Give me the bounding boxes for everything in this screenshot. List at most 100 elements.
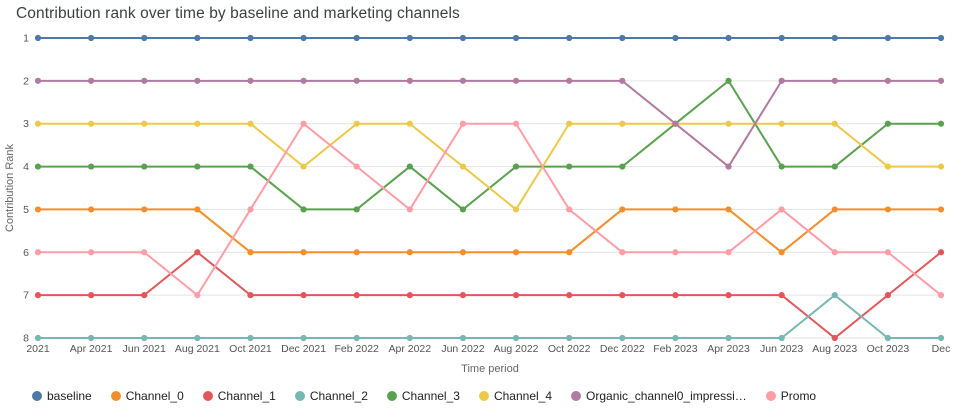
- data-point-promo[interactable]: [353, 163, 360, 170]
- data-point-channel_3[interactable]: [937, 120, 945, 127]
- data-point-channel_3[interactable]: [725, 77, 732, 84]
- data-point-channel_3[interactable]: [88, 163, 95, 170]
- data-point-channel_3[interactable]: [566, 163, 573, 170]
- data-point-organic_channel0_impressions[interactable]: [406, 77, 413, 84]
- data-point-channel_2[interactable]: [725, 334, 732, 342]
- data-point-channel_3[interactable]: [406, 163, 413, 170]
- legend-item-channel_4[interactable]: Channel_4: [478, 389, 552, 403]
- data-point-channel_4[interactable]: [34, 120, 42, 127]
- data-point-channel_0[interactable]: [300, 249, 307, 256]
- data-point-promo[interactable]: [34, 249, 42, 256]
- data-point-channel_0[interactable]: [778, 249, 785, 256]
- data-point-channel_3[interactable]: [619, 163, 626, 170]
- data-point-baseline[interactable]: [300, 34, 307, 42]
- data-point-channel_2[interactable]: [300, 334, 307, 342]
- data-point-channel_1[interactable]: [88, 292, 95, 299]
- legend-item-promo[interactable]: Promo: [765, 389, 816, 403]
- data-point-organic_channel0_impressions[interactable]: [566, 77, 573, 84]
- data-point-channel_1[interactable]: [884, 292, 891, 299]
- data-point-organic_channel0_impressions[interactable]: [725, 163, 732, 170]
- data-point-baseline[interactable]: [725, 34, 732, 42]
- legend-item-baseline[interactable]: baseline: [32, 389, 92, 403]
- data-point-promo[interactable]: [831, 249, 838, 256]
- data-point-channel_3[interactable]: [300, 206, 307, 213]
- data-point-baseline[interactable]: [88, 34, 95, 42]
- data-point-channel_1[interactable]: [194, 249, 201, 256]
- data-point-organic_channel0_impressions[interactable]: [353, 77, 360, 84]
- data-point-channel_0[interactable]: [937, 206, 945, 213]
- data-point-channel_3[interactable]: [512, 163, 520, 170]
- data-point-baseline[interactable]: [778, 34, 785, 42]
- data-point-channel_3[interactable]: [884, 120, 891, 127]
- data-point-organic_channel0_impressions[interactable]: [672, 120, 679, 127]
- data-point-baseline[interactable]: [247, 34, 254, 42]
- data-point-channel_0[interactable]: [884, 206, 891, 213]
- data-point-promo[interactable]: [937, 292, 945, 299]
- data-point-channel_3[interactable]: [141, 163, 148, 170]
- data-point-channel_4[interactable]: [884, 163, 891, 170]
- data-point-channel_2[interactable]: [566, 334, 573, 342]
- data-point-channel_0[interactable]: [194, 206, 201, 213]
- data-point-channel_2[interactable]: [884, 334, 891, 342]
- data-point-channel_1[interactable]: [512, 292, 520, 299]
- data-point-channel_0[interactable]: [512, 249, 520, 256]
- data-point-baseline[interactable]: [406, 34, 413, 42]
- legend-item-channel_3[interactable]: Channel_3: [386, 389, 460, 403]
- data-point-channel_1[interactable]: [672, 292, 679, 299]
- data-point-organic_channel0_impressions[interactable]: [247, 77, 254, 84]
- data-point-channel_3[interactable]: [353, 206, 360, 213]
- data-point-channel_2[interactable]: [406, 334, 413, 342]
- data-point-channel_2[interactable]: [619, 334, 626, 342]
- data-point-organic_channel0_impressions[interactable]: [831, 77, 838, 84]
- data-point-channel_2[interactable]: [353, 334, 360, 342]
- data-point-promo[interactable]: [406, 206, 413, 213]
- data-point-channel_4[interactable]: [353, 120, 360, 127]
- data-point-promo[interactable]: [88, 249, 95, 256]
- data-point-baseline[interactable]: [459, 34, 467, 42]
- data-point-channel_1[interactable]: [778, 292, 785, 299]
- data-point-channel_0[interactable]: [619, 206, 626, 213]
- data-point-channel_4[interactable]: [406, 120, 413, 127]
- legend-item-channel_2[interactable]: Channel_2: [294, 389, 368, 403]
- data-point-baseline[interactable]: [353, 34, 360, 42]
- data-point-channel_0[interactable]: [725, 206, 732, 213]
- data-point-channel_0[interactable]: [406, 249, 413, 256]
- data-point-promo[interactable]: [884, 249, 891, 256]
- data-point-baseline[interactable]: [619, 34, 626, 42]
- data-point-channel_0[interactable]: [88, 206, 95, 213]
- data-point-channel_4[interactable]: [88, 120, 95, 127]
- data-point-channel_0[interactable]: [459, 249, 467, 256]
- data-point-baseline[interactable]: [672, 34, 679, 42]
- data-point-organic_channel0_impressions[interactable]: [194, 77, 201, 84]
- data-point-organic_channel0_impressions[interactable]: [34, 77, 42, 84]
- data-point-channel_1[interactable]: [725, 292, 732, 299]
- data-point-channel_4[interactable]: [194, 120, 201, 127]
- data-point-channel_0[interactable]: [566, 249, 573, 256]
- data-point-baseline[interactable]: [566, 34, 573, 42]
- data-point-organic_channel0_impressions[interactable]: [619, 77, 626, 84]
- data-point-channel_4[interactable]: [300, 163, 307, 170]
- data-point-organic_channel0_impressions[interactable]: [300, 77, 307, 84]
- legend-item-channel_0[interactable]: Channel_0: [110, 389, 184, 403]
- data-point-organic_channel0_impressions[interactable]: [884, 77, 891, 84]
- data-point-channel_1[interactable]: [937, 249, 945, 256]
- data-point-organic_channel0_impressions[interactable]: [778, 77, 785, 84]
- data-point-channel_0[interactable]: [672, 206, 679, 213]
- data-point-channel_2[interactable]: [672, 334, 679, 342]
- data-point-channel_1[interactable]: [247, 292, 254, 299]
- data-point-organic_channel0_impressions[interactable]: [459, 77, 467, 84]
- data-point-promo[interactable]: [672, 249, 679, 256]
- data-point-channel_0[interactable]: [34, 206, 42, 213]
- data-point-channel_0[interactable]: [831, 206, 838, 213]
- data-point-channel_4[interactable]: [937, 163, 945, 170]
- data-point-channel_0[interactable]: [353, 249, 360, 256]
- data-point-promo[interactable]: [194, 292, 201, 299]
- data-point-channel_4[interactable]: [619, 120, 626, 127]
- data-point-channel_4[interactable]: [459, 163, 467, 170]
- data-point-channel_2[interactable]: [194, 334, 201, 342]
- data-point-channel_1[interactable]: [459, 292, 467, 299]
- data-point-promo[interactable]: [459, 120, 467, 127]
- data-point-baseline[interactable]: [884, 34, 891, 42]
- data-point-channel_3[interactable]: [831, 163, 838, 170]
- data-point-promo[interactable]: [725, 249, 732, 256]
